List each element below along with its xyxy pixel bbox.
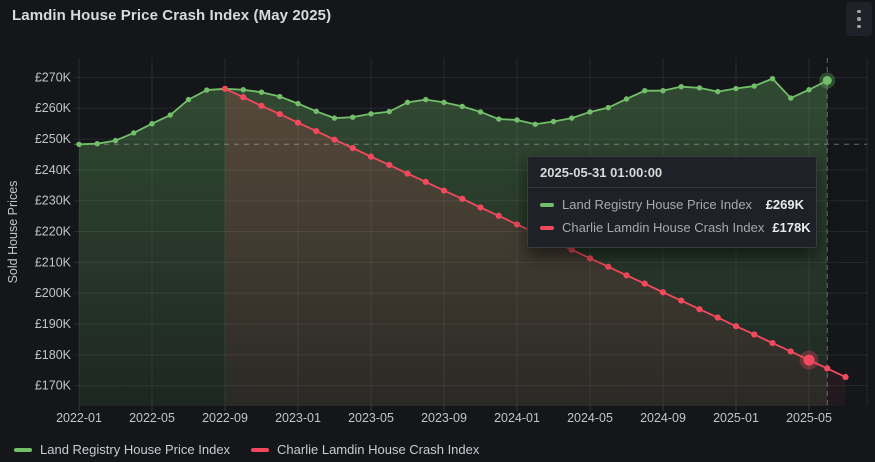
series-line-0 [78,77,829,146]
tooltip-row: Charlie Lamdin House Crash Index £178K [528,216,816,239]
x-tick-label: 2022-05 [129,411,175,425]
x-tick-label: 2025-01 [713,411,759,425]
x-tick-label: 2023-05 [348,411,394,425]
y-tick-label: £190K [35,317,72,331]
legend-color-icon [251,447,270,452]
x-tick-label: 2025-05 [786,411,832,425]
tooltip-series-label: Charlie Lamdin House Crash Index [562,220,765,235]
y-tick-label: £270K [35,70,72,84]
legend-color-icon [14,447,32,452]
x-tick-label: 2023-09 [421,411,467,425]
y-tick-label: £240K [35,163,72,177]
y-tick-label: £200K [35,286,72,300]
tooltip-series-label: Land Registry House Price Index [562,197,753,212]
series-color-icon [540,202,554,207]
tooltip-rows: Land Registry House Price Index £269K Char… [528,188,816,247]
y-tick-label: £180K [35,348,72,362]
y-tick-label: £250K [35,132,72,146]
legend-item-1[interactable]: Charlie Lamdin House Crash Index [251,442,479,457]
legend: Land Registry House Price Index Charlie L… [14,442,479,457]
tooltip-timestamp: 2025-05-31 01:00:00 [528,157,816,188]
y-tick-label: £260K [35,101,72,115]
y-tick-label: £220K [35,225,72,239]
x-tick-label: 2022-09 [202,411,248,425]
x-tick-label: 2023-01 [275,411,321,425]
x-tick-label: 2024-09 [640,411,686,425]
series-color-icon [540,225,554,230]
legend-label: Charlie Lamdin House Crash Index [277,442,480,457]
legend-label: Land Registry House Price Index [40,442,231,457]
y-tick-label: £170K [35,379,72,393]
y-tick-label: £210K [35,255,72,269]
panel-title: Lamdin House Price Crash Index (May 2025… [12,7,332,24]
tooltip-series-value: £269K [765,197,804,212]
axis-labels: £270K £260K £250K £240K £230K £220K £210K £200K… [35,70,832,425]
highlighted-point [803,354,815,366]
tooltip: 2025-05-31 01:00:00 Land Registry House … [527,156,817,248]
tooltip-row: Land Registry House Price Index £269K [528,193,816,216]
y-tick-label: £230K [35,194,72,208]
panel-menu-button[interactable] [846,2,872,36]
series-points-1 [221,85,849,381]
legend-item-0[interactable]: Land Registry House Price Index [14,442,230,457]
x-tick-label: 2024-05 [567,411,613,425]
x-tick-label: 2022-01 [56,411,102,425]
tooltip-series-value: £178K [772,220,811,235]
y-axis-title: Sold House Prices [6,180,20,284]
highlighted-point [822,76,832,86]
kebab-menu-icon [857,9,861,29]
x-tick-label: 2024-01 [494,411,540,425]
